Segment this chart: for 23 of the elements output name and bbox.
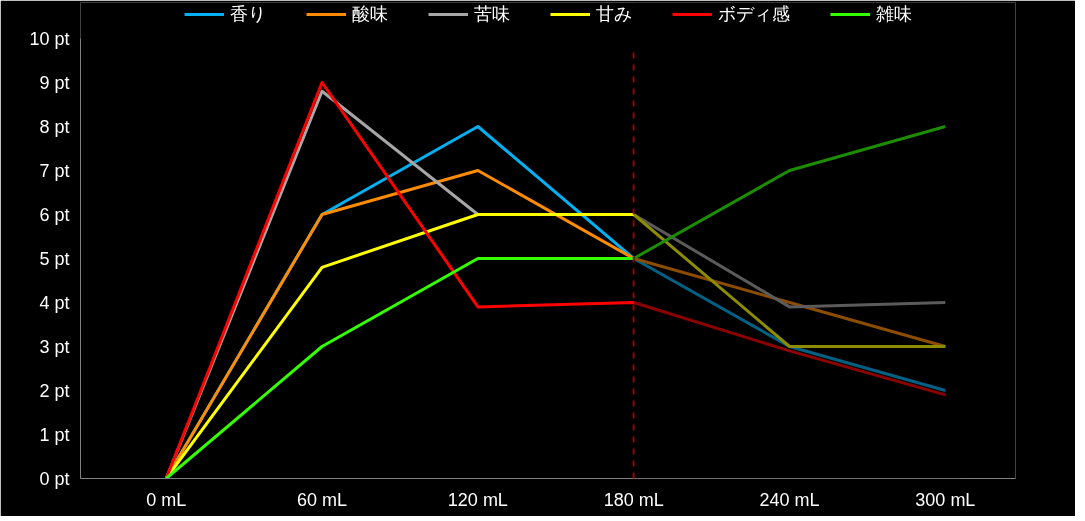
legend-label: 苦味 <box>473 3 510 26</box>
y-tick-label: 3 pt <box>39 336 70 357</box>
legend-label: 酸味 <box>351 3 388 26</box>
x-tick-label: 300 mL <box>915 489 976 510</box>
y-tick-label: 9 pt <box>39 72 70 93</box>
x-tick-label: 0 mL <box>146 489 187 510</box>
x-tick-label: 120 mL <box>447 489 508 510</box>
y-tick-label: 4 pt <box>39 292 70 313</box>
legend-label: 雑味 <box>875 3 912 26</box>
y-tick-label: 7 pt <box>39 160 70 181</box>
legend-label: ボディ感 <box>717 3 790 26</box>
x-tick-label: 240 mL <box>759 489 820 510</box>
y-tick-label: 1 pt <box>39 424 70 445</box>
y-tick-label: 0 pt <box>39 468 70 489</box>
y-tick-label: 8 pt <box>39 116 70 137</box>
legend-label: 香り <box>229 3 266 26</box>
y-tick-label: 10 pt <box>29 28 70 49</box>
x-tick-label: 60 mL <box>297 489 348 510</box>
x-tick-label: 180 mL <box>603 489 664 510</box>
legend-label: 甘み <box>595 3 632 26</box>
y-tick-label: 2 pt <box>39 380 70 401</box>
y-tick-label: 5 pt <box>39 248 70 269</box>
y-tick-label: 6 pt <box>39 204 70 225</box>
